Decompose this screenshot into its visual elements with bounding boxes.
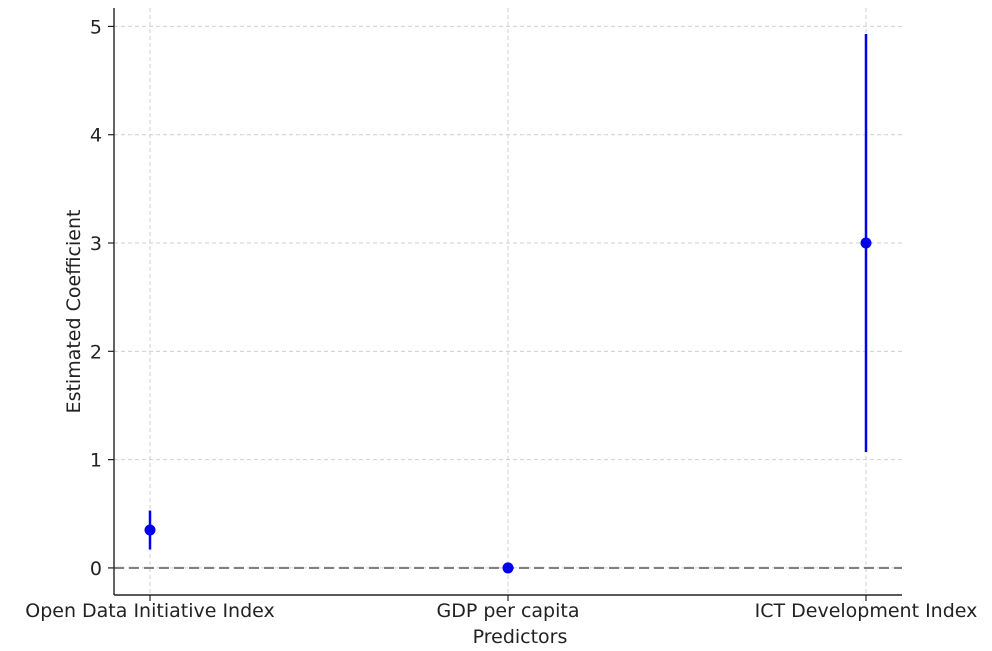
y-tick-label: 1	[90, 450, 102, 472]
x-ticks: Open Data Initiative Index GDP per capita…	[25, 595, 977, 622]
y-tick-label: 0	[90, 558, 102, 580]
x-tick-label: Open Data Initiative Index	[25, 600, 275, 622]
y-tick-label: 5	[90, 16, 102, 38]
y-ticks: 0 1 2 3 4 5	[90, 16, 114, 580]
estimate-point	[860, 237, 872, 249]
estimate-point	[502, 562, 514, 574]
y-axis-title: Estimated Coefficient	[63, 210, 85, 414]
y-tick-label: 4	[90, 125, 102, 147]
estimate-point	[144, 524, 156, 536]
x-axis-title: Predictors	[473, 626, 568, 648]
y-tick-label: 2	[90, 341, 102, 363]
grid	[114, 8, 902, 595]
y-tick-label: 3	[90, 233, 102, 255]
x-tick-label: ICT Development Index	[755, 600, 978, 622]
estimate-points	[144, 237, 872, 574]
x-tick-label: GDP per capita	[437, 600, 580, 622]
